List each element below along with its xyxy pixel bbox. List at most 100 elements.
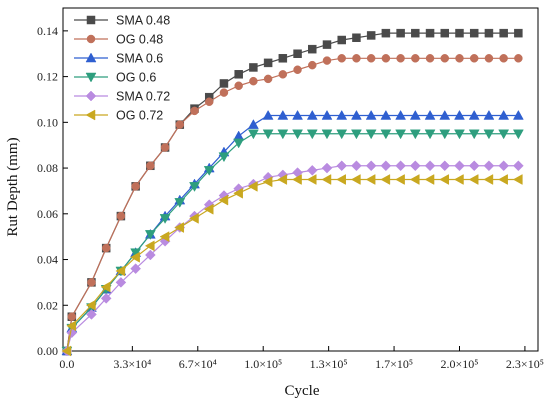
data-point-4-3 xyxy=(100,293,112,304)
data-point-4-22 xyxy=(380,160,392,172)
y-tick-label-4: 0.08 xyxy=(37,161,58,175)
data-point-5-30 xyxy=(498,174,508,185)
series-layer xyxy=(61,28,524,357)
data-point-5-27 xyxy=(453,174,464,185)
data-point-4-5 xyxy=(130,263,141,275)
data-point-5-17 xyxy=(306,174,317,185)
data-point-0-17 xyxy=(308,44,317,54)
data-point-5-29 xyxy=(483,174,494,185)
data-point-0-21 xyxy=(366,31,376,40)
data-point-2-21 xyxy=(365,109,377,120)
data-point-2-27 xyxy=(454,109,465,120)
data-point-5-24 xyxy=(409,174,420,185)
axes-layer: 0.0 3.3×10⁴ 6.7×10⁴ 1.0×10⁵ 1.3×10⁵ 1.7×10⁵ 2.… xyxy=(37,7,544,371)
x-tick-label-1: 3.3×10⁴ xyxy=(113,357,151,371)
data-point-4-28 xyxy=(468,160,480,172)
data-point-3-21 xyxy=(365,129,377,140)
legend-label-1: OG 0.48 xyxy=(116,33,163,47)
data-point-5-31 xyxy=(512,174,523,185)
data-point-3-19 xyxy=(336,129,348,140)
data-point-3-13 xyxy=(247,129,259,140)
data-point-1-17 xyxy=(308,60,317,70)
data-point-3-8 xyxy=(174,198,186,208)
legend-item-4: SMA 0.72 xyxy=(74,90,170,104)
series-5 xyxy=(61,174,523,357)
data-point-1-16 xyxy=(293,65,302,74)
data-point-0-15 xyxy=(278,54,288,63)
data-point-4-29 xyxy=(483,160,495,172)
data-point-3-14 xyxy=(262,129,274,140)
data-point-1-29 xyxy=(484,54,494,63)
data-point-0-23 xyxy=(396,28,405,38)
data-point-0-25 xyxy=(425,28,435,38)
data-point-4-18 xyxy=(321,162,333,174)
data-point-0-24 xyxy=(411,28,420,38)
data-point-5-7 xyxy=(159,231,170,243)
data-point-1-27 xyxy=(455,54,464,63)
data-point-3-9 xyxy=(189,182,200,192)
data-point-4-19 xyxy=(336,160,348,172)
data-point-3-16 xyxy=(292,129,303,140)
data-point-5-22 xyxy=(380,174,391,185)
data-point-5-0 xyxy=(61,345,72,357)
data-point-3-7 xyxy=(159,214,171,224)
data-point-3-20 xyxy=(351,129,362,140)
data-point-0-22 xyxy=(381,28,391,38)
series-line-2 xyxy=(66,114,519,352)
data-point-5-13 xyxy=(247,180,258,192)
data-point-1-1 xyxy=(67,312,77,321)
legend-item-3: OG 0.6 xyxy=(74,71,156,85)
data-point-5-14 xyxy=(262,176,273,188)
x-tick-label-6: 2.0×10⁵ xyxy=(441,357,479,371)
data-point-4-2 xyxy=(86,309,97,320)
data-point-4-4 xyxy=(115,277,127,288)
data-point-5-20 xyxy=(350,174,361,185)
data-point-1-5 xyxy=(131,182,140,191)
data-point-3-30 xyxy=(498,129,510,140)
data-point-5-2 xyxy=(85,299,96,311)
data-point-4-26 xyxy=(439,160,451,172)
legend-marker-2 xyxy=(85,52,97,63)
data-point-3-31 xyxy=(512,129,524,140)
data-point-0-26 xyxy=(440,28,450,38)
data-point-0-28 xyxy=(469,28,479,38)
legend-label-3: OG 0.6 xyxy=(116,71,156,85)
data-point-0-27 xyxy=(455,28,464,38)
data-point-3-27 xyxy=(454,129,465,140)
data-point-5-5 xyxy=(130,251,140,263)
data-point-2-24 xyxy=(409,109,421,120)
data-point-2-30 xyxy=(498,109,510,120)
x-tick-label-0: 0.0 xyxy=(59,357,74,371)
legend-item-1: OG 0.48 xyxy=(74,33,163,47)
legend-marker-5 xyxy=(85,109,96,121)
data-point-5-25 xyxy=(424,174,435,185)
data-point-1-26 xyxy=(440,54,450,63)
data-point-5-11 xyxy=(218,194,229,206)
data-point-5-23 xyxy=(395,174,405,185)
data-point-0-31 xyxy=(514,28,523,38)
data-point-4-30 xyxy=(498,160,510,172)
data-point-2-28 xyxy=(468,109,480,120)
data-point-2-15 xyxy=(277,109,289,120)
y-tick-label-5: 0.10 xyxy=(37,115,58,129)
x-tick-label-3: 1.0×10⁵ xyxy=(244,357,282,371)
data-point-1-15 xyxy=(278,70,288,79)
data-point-5-10 xyxy=(203,203,214,215)
data-point-1-25 xyxy=(425,54,435,63)
plot-frame xyxy=(62,7,539,352)
data-point-3-25 xyxy=(424,129,436,140)
data-point-2-19 xyxy=(336,109,348,120)
data-point-2-18 xyxy=(321,109,333,120)
data-point-2-29 xyxy=(483,109,495,120)
data-point-1-6 xyxy=(146,161,155,171)
y-axis-title: Rut Depth (mm) xyxy=(5,137,21,236)
data-point-5-6 xyxy=(144,240,155,252)
legend-marker-4 xyxy=(85,90,97,102)
data-point-5-15 xyxy=(277,174,288,185)
data-point-4-6 xyxy=(144,249,156,261)
data-point-1-19 xyxy=(337,54,346,63)
data-point-0-18 xyxy=(322,40,332,49)
data-point-5-18 xyxy=(321,174,332,185)
